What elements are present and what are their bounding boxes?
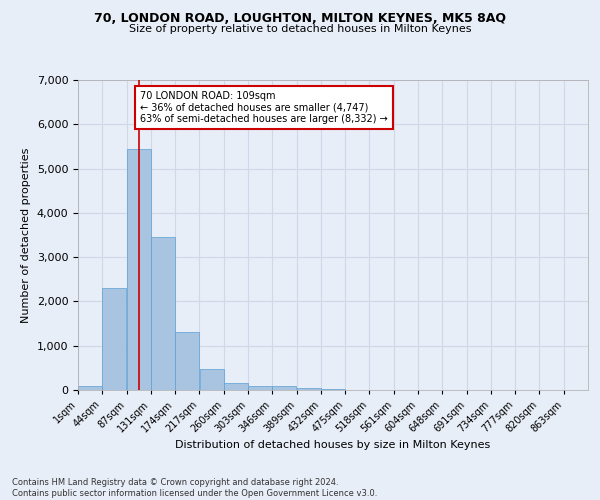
Bar	[321, 389, 345, 390]
Text: 70 LONDON ROAD: 109sqm
← 36% of detached houses are smaller (4,747)
63% of semi-: 70 LONDON ROAD: 109sqm ← 36% of detached…	[140, 91, 388, 124]
Bar	[224, 383, 248, 390]
Text: 70, LONDON ROAD, LOUGHTON, MILTON KEYNES, MK5 8AQ: 70, LONDON ROAD, LOUGHTON, MILTON KEYNES…	[94, 12, 506, 26]
Bar	[248, 386, 272, 390]
Bar	[151, 237, 175, 390]
Text: Size of property relative to detached houses in Milton Keynes: Size of property relative to detached ho…	[129, 24, 471, 34]
Bar	[103, 288, 127, 390]
Bar	[78, 386, 102, 390]
Bar	[127, 148, 151, 390]
Bar	[272, 386, 296, 390]
Y-axis label: Number of detached properties: Number of detached properties	[21, 148, 31, 322]
X-axis label: Distribution of detached houses by size in Milton Keynes: Distribution of detached houses by size …	[175, 440, 491, 450]
Bar	[200, 369, 224, 390]
Bar	[175, 332, 199, 390]
Text: Contains HM Land Registry data © Crown copyright and database right 2024.
Contai: Contains HM Land Registry data © Crown c…	[12, 478, 377, 498]
Bar	[297, 388, 321, 390]
